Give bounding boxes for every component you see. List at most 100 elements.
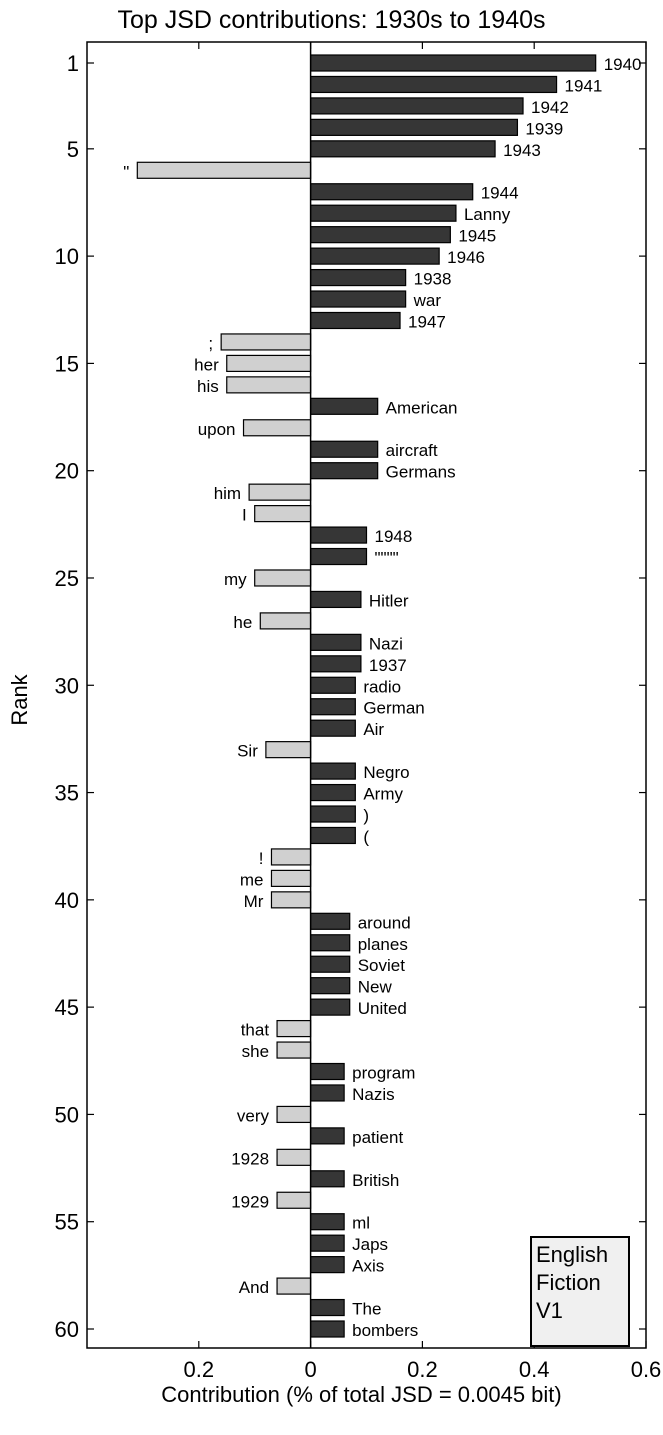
bar-label-7: 1944 [481, 184, 519, 203]
y-tick-label-5: 20 [55, 459, 79, 484]
bar-34 [310, 762, 356, 780]
bar-31 [310, 698, 356, 716]
bar-28 [310, 633, 362, 651]
bar-17 [310, 397, 379, 415]
bar-24 [310, 547, 368, 566]
bar-label-48: program [352, 1064, 415, 1083]
y-tick-label-12: 55 [55, 1210, 79, 1235]
bar-21 [248, 483, 312, 501]
bar-label-33: Sir [237, 742, 258, 761]
bar-label-35: Army [363, 785, 403, 804]
bar-label-60: bombers [352, 1321, 418, 1340]
plot-frame [86, 41, 647, 1349]
legend-line-1: English [536, 1242, 609, 1267]
bar-50 [276, 1105, 312, 1124]
bar-label-46: that [241, 1021, 270, 1040]
x-tick-label-1: 0.2 [184, 1357, 215, 1382]
chart-title: Top JSD contributions: 1930s to 1940s [117, 6, 546, 34]
bar-22 [254, 505, 312, 523]
bar-52 [276, 1148, 312, 1166]
legend-line-2: Fiction [536, 1270, 601, 1295]
bar-label-16: his [197, 377, 219, 396]
bar-label-29: 1937 [369, 656, 407, 675]
bar-16 [226, 376, 312, 394]
bar-label-54: 1929 [231, 1192, 269, 1211]
bar-label-31: German [363, 699, 424, 718]
bar-label-26: Hitler [369, 591, 409, 610]
bar-42 [310, 934, 351, 952]
bar-57 [310, 1256, 345, 1274]
bar-label-51: patient [352, 1128, 403, 1147]
bar-13 [310, 311, 401, 330]
bar-label-42: planes [358, 935, 408, 954]
bar-2 [310, 75, 558, 94]
bar-label-30: radio [363, 677, 401, 696]
bar-47 [276, 1041, 312, 1059]
bar-54 [276, 1191, 312, 1209]
bar-40 [270, 891, 312, 909]
bar-44 [310, 977, 351, 995]
x-tick-label-4: 0.4 [519, 1357, 550, 1382]
y-tick-label-1: 1 [67, 51, 79, 76]
x-tick-label-2: 0 [304, 1357, 316, 1382]
bar-label-12: war [413, 291, 442, 310]
bar-15 [226, 354, 312, 373]
bar-8 [310, 204, 457, 222]
bar-label-24: """" [375, 549, 399, 568]
bar-label-44: New [358, 978, 393, 997]
bar-label-52: 1928 [231, 1149, 269, 1168]
bar-30 [310, 676, 356, 694]
y-tick-label-3: 10 [55, 244, 79, 269]
bar-label-45: United [358, 999, 407, 1018]
bar-label-40: Mr [244, 892, 264, 911]
bar-37 [310, 826, 356, 845]
bar-label-15: her [194, 355, 219, 374]
bar-label-4: 1939 [525, 119, 563, 138]
bar-label-6: " [123, 162, 129, 181]
bar-label-27: he [233, 613, 252, 632]
bar-1 [310, 54, 597, 72]
bar-51 [310, 1127, 345, 1145]
bar-19 [310, 440, 379, 458]
bar-26 [310, 590, 362, 609]
bar-label-23: 1948 [375, 527, 413, 546]
bar-label-32: Air [363, 720, 384, 739]
bar-label-57: Axis [352, 1257, 384, 1276]
x-axis-label: Contribution (% of total JSD = 0.0045 bi… [161, 1382, 562, 1407]
bar-53 [310, 1170, 345, 1188]
bar-3 [310, 97, 524, 115]
bar-5 [310, 140, 496, 158]
legend-box: English Fiction V1 [530, 1236, 630, 1347]
bar-label-55: ml [352, 1214, 370, 1233]
bar-58 [276, 1277, 312, 1295]
bar-label-14: ; [208, 334, 213, 353]
bar-27 [259, 612, 312, 630]
bar-label-58: And [239, 1278, 269, 1297]
bar-49 [310, 1084, 345, 1102]
y-tick-label-4: 15 [55, 351, 79, 376]
y-tick-label-10: 45 [55, 995, 79, 1020]
y-axis-label: Rank [7, 674, 32, 726]
bar-label-9: 1945 [458, 227, 496, 246]
bar-45 [310, 998, 351, 1016]
legend-line-3: V1 [536, 1298, 563, 1323]
bar-label-5: 1943 [503, 141, 541, 160]
bar-label-18: upon [198, 420, 236, 439]
bar-23 [310, 526, 368, 544]
bar-43 [310, 955, 351, 973]
bar-55 [310, 1213, 345, 1231]
bar-label-36: ) [363, 806, 369, 825]
y-tick-label-8: 35 [55, 781, 79, 806]
bar-60 [310, 1320, 345, 1338]
bar-label-47: she [242, 1042, 269, 1061]
bar-9 [310, 226, 451, 244]
bar-4 [310, 118, 519, 136]
bar-label-1: 1940 [604, 55, 642, 74]
bar-label-37: ( [363, 827, 369, 846]
bar-46 [276, 1019, 312, 1038]
y-tick-label-2: 5 [67, 137, 79, 162]
bar-label-38: ! [259, 849, 264, 868]
bar-56 [310, 1234, 345, 1252]
